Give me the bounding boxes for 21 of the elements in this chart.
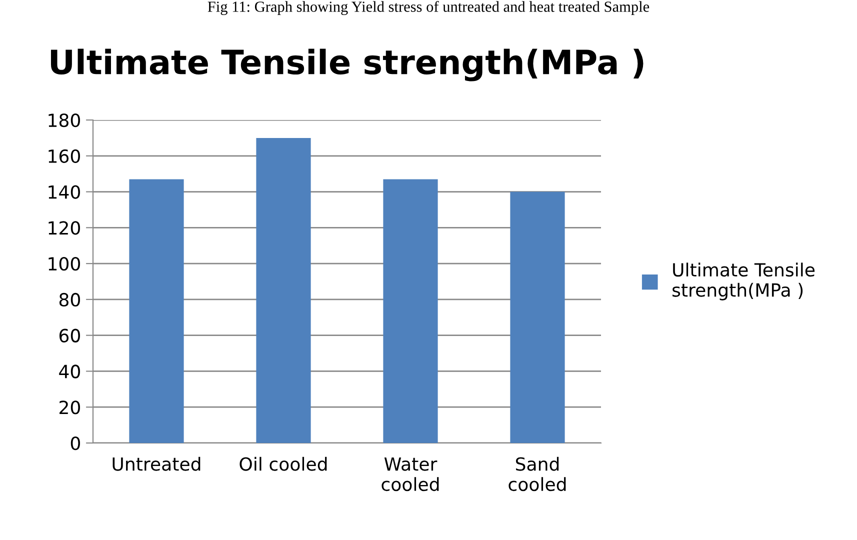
- chart-title: Ultimate Tensile strength(MPa ): [50, 48, 644, 82]
- y-tick-label: 20: [60, 400, 80, 414]
- legend-label: Ultimate Tensile strength(MPa ): [672, 262, 815, 300]
- bar: [256, 138, 311, 443]
- x-tick-label: Sand cooled: [508, 456, 566, 492]
- bar: [383, 179, 438, 443]
- y-tick-label: 160: [48, 149, 80, 164]
- x-tick-label: Oil cooled: [240, 456, 327, 471]
- y-tick-label: 80: [59, 292, 80, 307]
- y-tick-label: 100: [48, 257, 80, 271]
- y-tick-label: 0: [70, 436, 80, 450]
- y-tick-label: 120: [48, 221, 80, 235]
- bar: [510, 192, 565, 443]
- x-tick-label: Water cooled: [382, 457, 439, 492]
- y-tick-label: 40: [59, 364, 80, 378]
- y-tick-label: 140: [48, 185, 80, 199]
- caption: Fig 11: Graph showing Yield stress of untreated and heat treated Sample: [208, 0, 650, 16]
- bar: [129, 179, 184, 443]
- y-tick-label: 180: [48, 113, 80, 128]
- x-tick-label: Untreated: [112, 456, 200, 471]
- y-tick-label: 60: [59, 328, 80, 342]
